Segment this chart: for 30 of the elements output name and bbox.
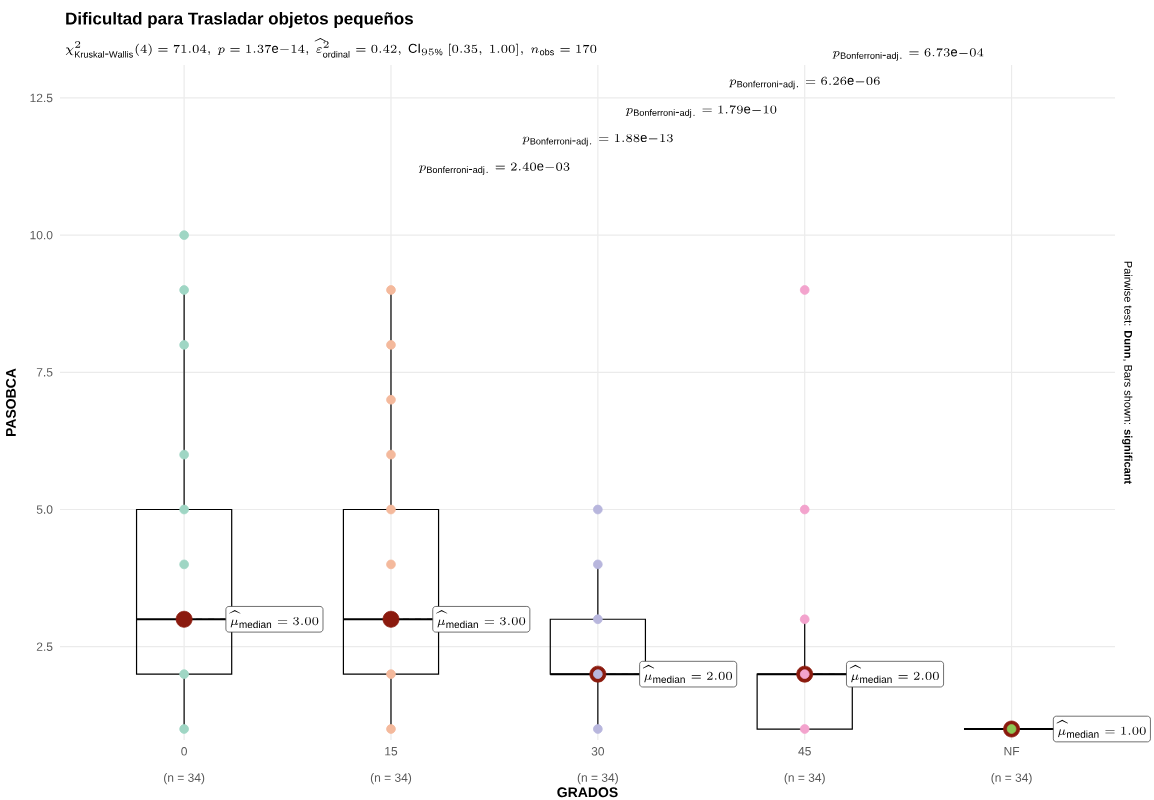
x-axis-title: GRADOS	[557, 787, 618, 798]
y-axis-title: PASOBCA	[5, 368, 16, 437]
text: (n = 34)	[991, 773, 1032, 785]
annotation: $\widehat{\mu}_{\mathrm{median}} = 3.00$	[229, 609, 319, 629]
annotation: $p_{\mathrm{Bonferroni\mbox{-}adj.}} = 2.40\mathrm{e}{-}03$	[418, 162, 570, 175]
text: (n = 34)	[164, 773, 205, 785]
x-tick-label: 30	[591, 747, 605, 756]
x-tick-label: 45	[798, 747, 811, 756]
text: (n = 34)	[370, 773, 412, 785]
annotation: $\widehat{\mu}_{\mathrm{median}} = 3.00$	[436, 609, 526, 629]
text: (n = 34)	[577, 773, 618, 785]
y-tick-label: 2.5	[36, 642, 53, 651]
y-tick-label: 10.0	[30, 230, 53, 240]
y-tick-label: 7.5	[36, 368, 53, 377]
annotation: $\widehat{\mu}_{\mathrm{median}} = 2.00$	[849, 664, 939, 683]
annotation: $p_{\mathrm{Bonferroni\mbox{-}adj.}} = 1.88\mathrm{e}{-}13$	[522, 133, 673, 147]
x-tick-label: 0	[181, 747, 187, 756]
chart-subtitle: $\chi^{2}_{\mathrm{Kruskal\mbox{-}Wallis}}(4) = 71.04,\ p = 1.37\mathrm{e}{-}14,\ \widehat{\varepsilon}^{2}_{\mathrm{ordinal}} = 0.42,\ \mathrm{CI}_{95\%}\ [0.35,\ 1.00],\ n_{\mathrm{obs}} = 170$	[65, 37, 597, 58]
annotation: $\widehat{\mu}_{\mathrm{median}} = 2.00$	[642, 664, 732, 683]
annotation: $p_{\mathrm{Bonferroni\mbox{-}adj.}} = 6.26\mathrm{e}{-}06$	[729, 76, 880, 90]
annotation: $p_{\mathrm{Bonferroni\mbox{-}adj.}} = 1.79\mathrm{e}{-}10$	[625, 105, 777, 118]
text: Pairwise test: Dunn, Bars shown: significant	[1122, 261, 1133, 485]
chart-title: Dificultad para Trasladar objetos pequeños	[66, 12, 413, 28]
text: (n = 34)	[784, 773, 825, 785]
x-tick-label: 15	[385, 747, 398, 756]
y-tick-label: 12.5	[30, 93, 53, 103]
y-tick-label: 5.0	[36, 505, 53, 514]
text: $p_{\mathrm{Bonferroni\mbox{-}adj.}} = 6.73\mathrm{e}{-}04$	[832, 48, 984, 61]
x-tick-label: NF	[1004, 747, 1020, 756]
annotation: $\widehat{\mu}_{\mathrm{median}} = 1.00$	[1056, 719, 1146, 738]
